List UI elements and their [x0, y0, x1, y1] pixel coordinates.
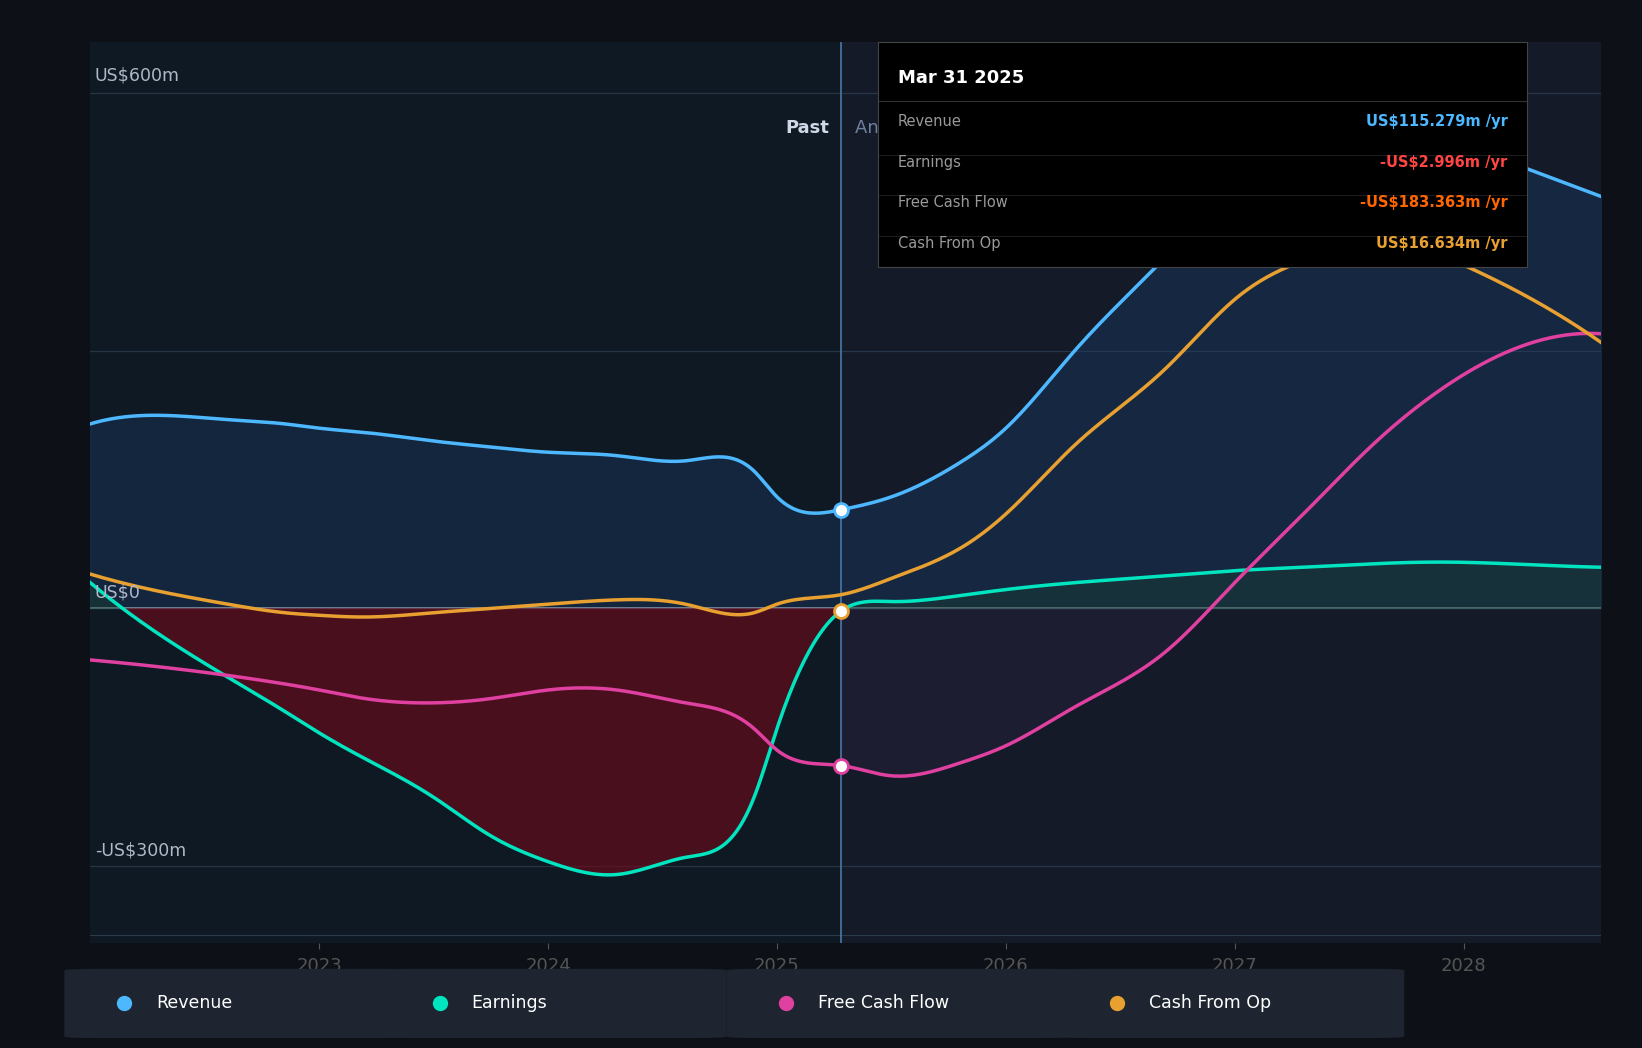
- Text: US$600m: US$600m: [95, 67, 181, 85]
- Text: US$0: US$0: [95, 584, 141, 602]
- FancyBboxPatch shape: [726, 968, 1074, 1038]
- Text: Earnings: Earnings: [471, 995, 547, 1012]
- Bar: [841, 42, 1601, 943]
- Text: Mar 31 2025: Mar 31 2025: [898, 69, 1025, 87]
- Text: Cash From Op: Cash From Op: [898, 236, 1000, 250]
- FancyBboxPatch shape: [64, 968, 410, 1038]
- Text: -US$2.996m /yr: -US$2.996m /yr: [1381, 155, 1507, 170]
- Text: Revenue: Revenue: [898, 114, 962, 129]
- Text: Free Cash Flow: Free Cash Flow: [818, 995, 949, 1012]
- FancyBboxPatch shape: [379, 968, 726, 1038]
- Text: -US$300m: -US$300m: [95, 842, 186, 859]
- FancyBboxPatch shape: [1057, 968, 1404, 1038]
- Text: US$115.279m /yr: US$115.279m /yr: [1366, 114, 1507, 129]
- Text: Revenue: Revenue: [156, 995, 232, 1012]
- Text: -US$183.363m /yr: -US$183.363m /yr: [1360, 195, 1507, 211]
- Text: Analysts Forecasts: Analysts Forecasts: [855, 119, 1023, 137]
- Text: Earnings: Earnings: [898, 155, 962, 170]
- Text: Cash From Op: Cash From Op: [1149, 995, 1271, 1012]
- Text: Past: Past: [787, 119, 829, 137]
- Text: US$16.634m /yr: US$16.634m /yr: [1376, 236, 1507, 250]
- Text: Free Cash Flow: Free Cash Flow: [898, 195, 1008, 211]
